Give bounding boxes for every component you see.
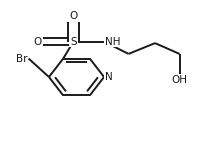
Text: NH: NH	[105, 37, 121, 47]
Text: OH: OH	[172, 75, 187, 85]
Text: O: O	[69, 11, 78, 21]
Text: S: S	[70, 37, 77, 47]
Text: Br: Br	[16, 54, 28, 63]
Text: O: O	[34, 37, 42, 47]
Text: N: N	[105, 72, 113, 82]
